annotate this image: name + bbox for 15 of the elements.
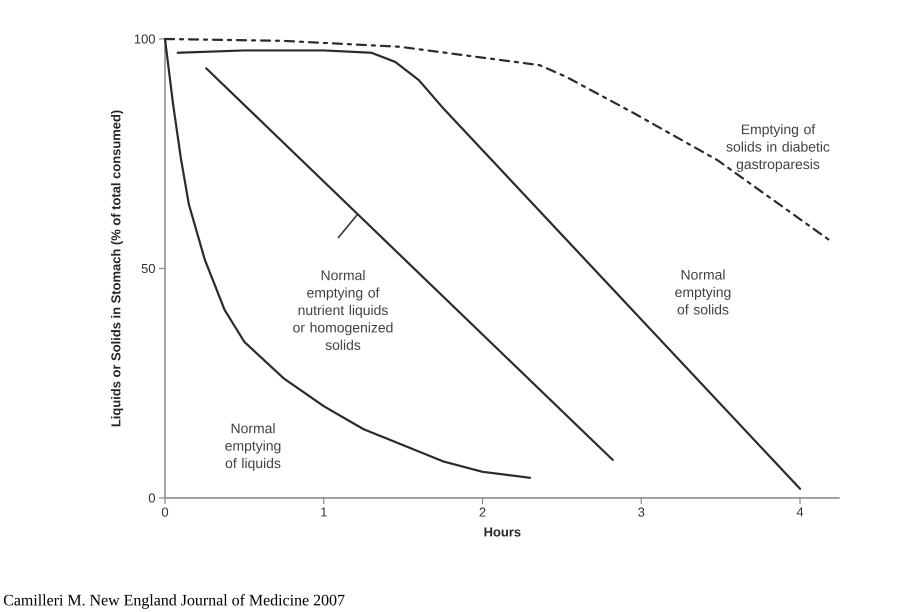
x-axis-title: Hours [484, 528, 521, 537]
x-tick-label: 4 [796, 508, 804, 516]
annotation: Normal emptying of solids [675, 269, 730, 315]
y-tick-label: 100 [134, 34, 155, 44]
x-tick-label: 1 [321, 508, 327, 516]
x-tick-label: 2 [480, 508, 486, 517]
x-tick-label: 0 [162, 508, 168, 517]
x-tick-label: 3 [638, 508, 644, 517]
annotation: Normal emptying of nutrient liquids or homogenized solids [293, 270, 392, 350]
text: Camilleri M. New England Journal of Medicine 2007 [4, 594, 345, 609]
annotation: Emptying of solids in diabetic gastroparesis [726, 124, 830, 172]
annotation: Normal emptying of liquids [225, 423, 280, 471]
y-tick-label: 50 [142, 264, 155, 274]
y-tick-label: 0 [148, 493, 155, 503]
y-axis-title: Liquids or Solids in Stomach (% of total consumed) [110, 110, 124, 426]
